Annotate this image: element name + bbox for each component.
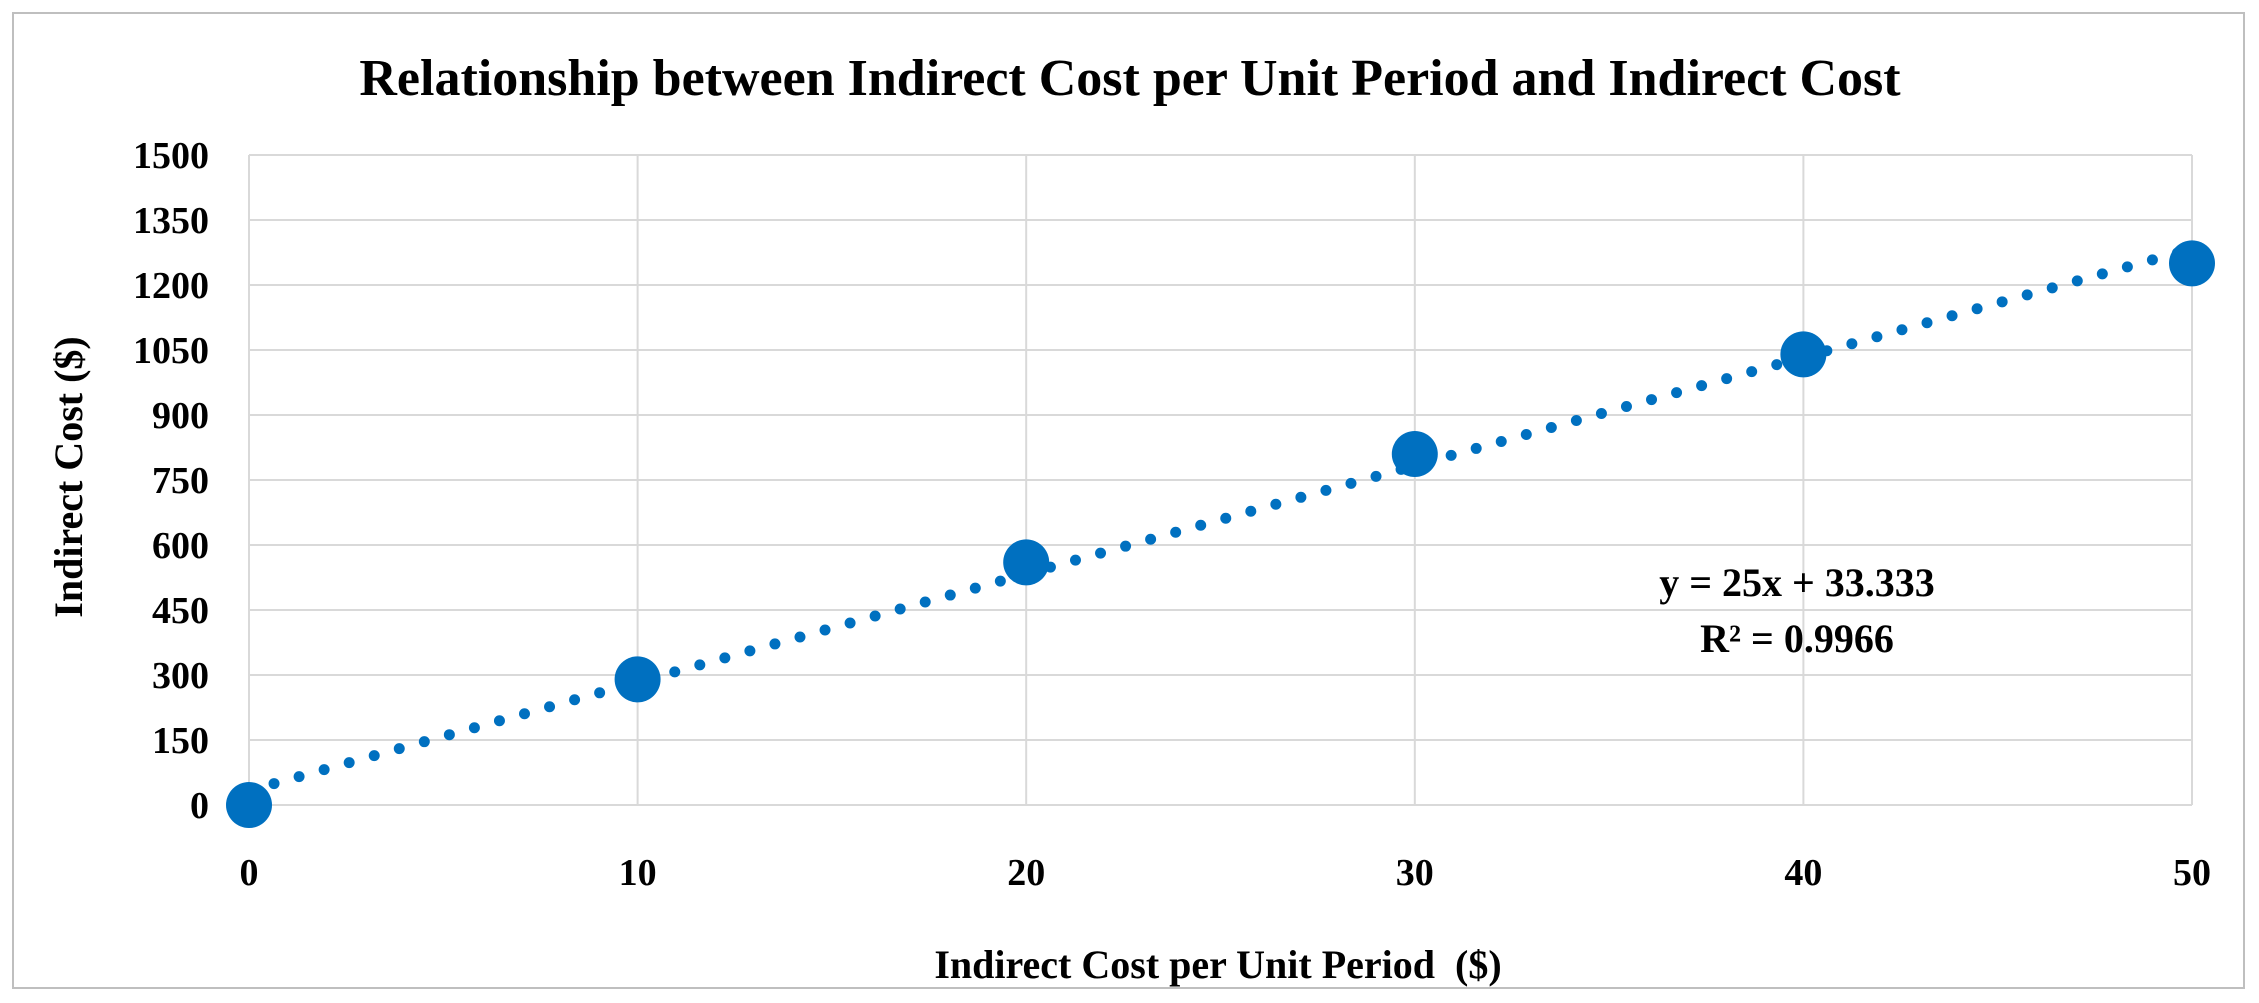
x-tick-label: 10 (619, 852, 657, 894)
x-tick-label: 20 (1007, 852, 1045, 894)
trendline (243, 243, 2198, 797)
y-tick-label: 300 (152, 655, 209, 697)
gridlines (248, 154, 2193, 806)
trendline-layer (243, 243, 2198, 797)
x-tick-label: 0 (240, 852, 259, 894)
data-point (1391, 431, 1438, 477)
y-tick-label: 0 (190, 785, 209, 827)
x-tick-label: 40 (1784, 852, 1822, 894)
x-tick-labels: 0 10 20 30 40 50 (240, 852, 2212, 894)
y-tick-label: 900 (152, 395, 209, 437)
x-tick-label: 50 (2173, 852, 2211, 894)
y-tick-label: 750 (152, 460, 209, 502)
x-tick-label: 30 (1396, 852, 1434, 894)
y-tick-label: 1500 (133, 135, 209, 177)
y-tick-label: 450 (152, 590, 209, 632)
data-point (1003, 539, 1050, 586)
y-tick-label: 1200 (133, 265, 209, 307)
y-tick-label: 600 (152, 525, 209, 567)
x-axis-label: Indirect Cost per Unit Period ($) (934, 942, 1501, 987)
r-squared-label: R² = 0.9966 (1700, 616, 1894, 661)
trendline-equation: y = 25x + 33.333 (1659, 560, 1935, 605)
data-point (2169, 240, 2215, 287)
data-point (1780, 331, 1827, 378)
chart-frame (12, 12, 2245, 989)
y-tick-label: 1050 (133, 330, 209, 372)
data-point (614, 656, 661, 703)
data-point (226, 782, 272, 828)
data-points (226, 240, 2215, 828)
y-tick-labels: 0 150 300 450 600 750 900 1050 1200 1350 1500 (133, 135, 209, 827)
y-tick-label: 150 (152, 720, 209, 762)
y-axis-label: Indirect Cost ($) (46, 336, 91, 617)
chart-title: Relationship between Indirect Cost per U… (359, 50, 1901, 107)
y-tick-label: 1350 (133, 200, 209, 242)
